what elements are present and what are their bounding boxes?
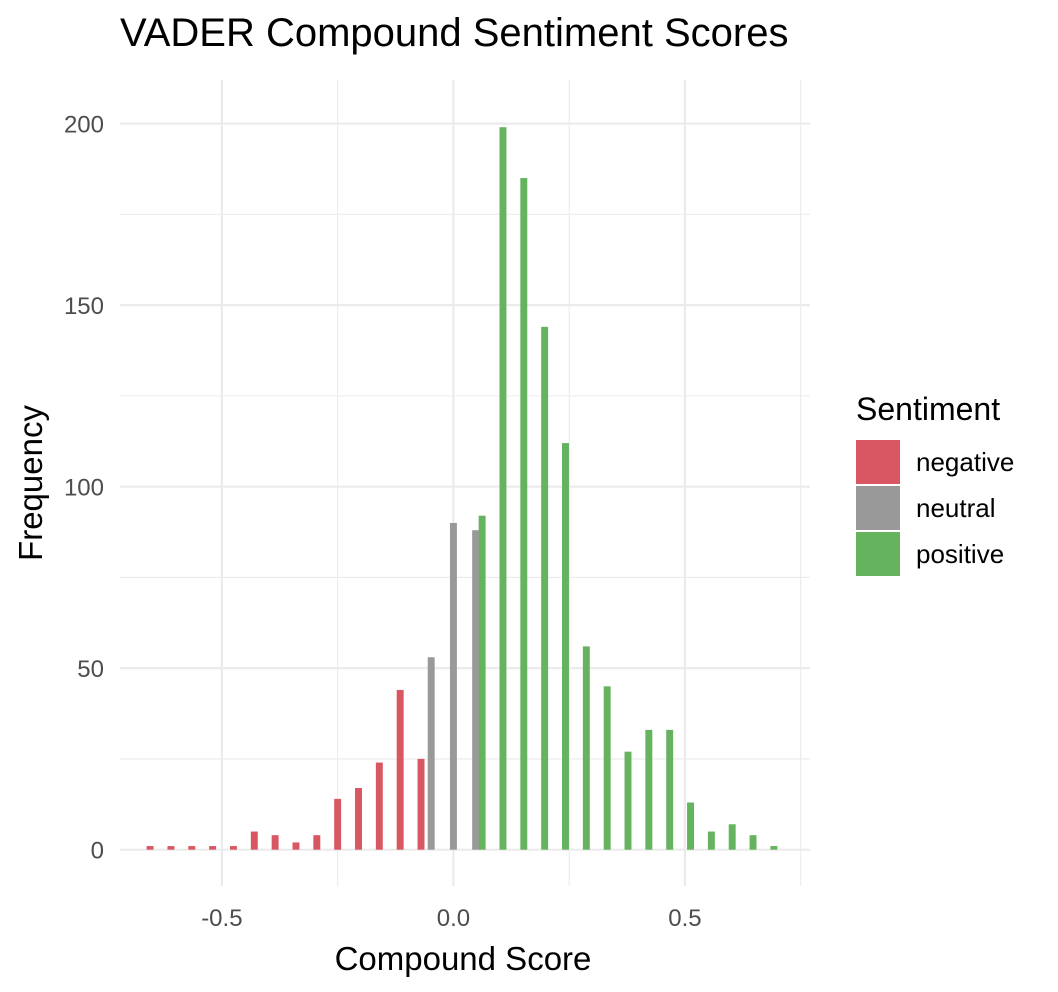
bar-negative <box>313 835 321 850</box>
y-tick-label: 50 <box>77 656 104 683</box>
legend: Sentiment negative neutral positive <box>856 391 1014 576</box>
bar-neutral <box>472 530 480 850</box>
bar-negative <box>209 846 217 850</box>
bar-negative <box>188 846 196 850</box>
bar-positive <box>687 802 694 850</box>
chart-title: VADER Compound Sentiment Scores <box>120 11 788 55</box>
bar-negative <box>271 835 279 850</box>
bar-positive <box>749 835 757 850</box>
bar-positive <box>645 729 653 850</box>
x-tick-label: 0.0 <box>437 905 470 932</box>
x-axis-title: Compound Score <box>335 940 592 977</box>
bar-neutral <box>449 522 457 850</box>
legend-label-positive: positive <box>916 539 1004 569</box>
bar-positive <box>499 127 507 850</box>
bar-negative <box>229 846 237 850</box>
bar-positive <box>770 846 778 850</box>
bar-positive <box>562 443 569 850</box>
bar-positive <box>666 729 674 850</box>
bar-positive <box>520 178 528 850</box>
bar-neutral <box>427 657 435 850</box>
bar-positive <box>728 824 736 850</box>
bar-positive <box>624 751 632 850</box>
y-tick-label: 150 <box>64 293 104 320</box>
bar-negative <box>167 846 175 850</box>
legend-swatch-negative <box>856 440 900 484</box>
legend-items: negative neutral positive <box>856 440 1014 576</box>
y-tick-label: 100 <box>64 475 104 502</box>
y-axis-title: Frequency <box>12 405 49 561</box>
legend-label-negative: negative <box>916 447 1014 477</box>
x-tick-labels: -0.5 0.0 0.5 <box>201 905 701 932</box>
bar-negative <box>355 787 362 850</box>
bar-positive <box>707 831 715 850</box>
y-tick-label: 200 <box>64 112 104 139</box>
bar-negative <box>396 689 404 850</box>
bar-negative <box>417 758 425 850</box>
bars <box>146 127 778 850</box>
grid <box>120 80 810 886</box>
y-tick-labels: 0 50 100 150 200 <box>64 112 104 865</box>
x-tick-label: 0.5 <box>668 905 701 932</box>
x-tick-label: -0.5 <box>201 905 242 932</box>
y-tick-label: 0 <box>91 838 104 865</box>
bar-positive <box>478 515 486 850</box>
legend-swatch-positive <box>856 532 900 576</box>
legend-swatch-neutral <box>856 486 900 530</box>
bar-negative <box>292 842 300 850</box>
bar-positive <box>582 646 590 850</box>
bar-negative <box>250 831 258 850</box>
bar-negative <box>146 846 154 850</box>
bar-negative <box>375 762 383 850</box>
bar-negative <box>334 798 342 850</box>
legend-label-neutral: neutral <box>916 493 996 523</box>
bar-positive <box>541 326 549 850</box>
legend-title: Sentiment <box>856 391 1000 427</box>
bar-positive <box>603 686 611 850</box>
